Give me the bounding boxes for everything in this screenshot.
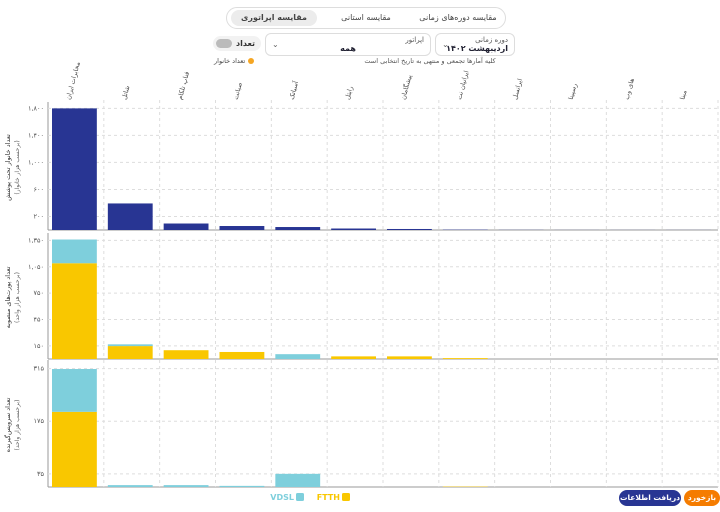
bar-segment [387,356,432,359]
y-axis-title: تعداد پورت‌های منصوبه [4,266,12,328]
y-tick-label: ۱,۴۰۰ [28,131,44,139]
category-label: ایرانیان نت [455,69,470,100]
legend-label: FTTH [317,493,340,502]
legend-label: VDSL [270,493,294,502]
bar-segment [52,263,97,359]
y-tick-label: ۱۵۰ [34,342,44,350]
bar [107,203,153,230]
y-axis-title: تعداد سرویس‌گیرنده [4,397,12,452]
bar-segment [219,351,265,359]
bar-segment [163,485,209,487]
legend-label: تعداد خانوار [214,57,246,65]
bar-segment [163,350,209,359]
category-label: مبنا [678,89,688,100]
y-tick-label: ۱,۸۰۰ [28,104,44,112]
feedback-button[interactable]: بازخورد [684,490,720,506]
bar-segment [107,344,153,347]
legend-dot [248,58,255,64]
toggle-label: تعداد [236,39,255,48]
chevron: ⌄ [442,40,449,49]
dropdown-label: اپراتور [405,36,424,44]
tab[interactable]: مقایسه استانی [323,10,409,26]
bar [331,228,376,230]
tab-label: مقایسه استانی [341,13,391,22]
category-label: آسیاتک [287,79,301,101]
category-label: فناپ تلکام [176,71,191,101]
y-tick-label: ۱,۳۵۰ [28,236,44,244]
button-label: بازخورد [687,493,717,502]
y-axis-unit: (برحسب هزار خانوار) [14,140,21,194]
bar [275,227,321,230]
category-label: رسپینا [567,83,579,101]
bar-segment [52,411,97,487]
y-tick-label: ۱,۰۰۰ [28,158,44,166]
chevron: ⌄ [272,40,279,49]
y-axis-title: تعداد خانوار تحت پوشش [4,134,12,201]
y-tick-label: ۶۰۰ [34,185,44,193]
y-axis-unit: (برحسب هزار واحد) [14,400,21,451]
household-legend: تعداد خانوار [214,57,255,65]
bar [219,226,265,230]
bar-segment [107,485,153,487]
y-tick-label: ۱۷۵ [34,417,45,425]
tab-label: مقایسه اپراتوری [241,13,307,22]
y-tick-label: ۳۵ [37,470,44,478]
y-tick-label: ۳۱۵ [34,365,45,373]
dropdown-value: همه [340,44,356,53]
dropdown-label: دوره زمانی [475,36,508,44]
bar [387,228,432,230]
note: کلیه آمارها تجمعی و منتهی به تاریخ انتخا… [364,57,496,65]
category-label: ایرانسل [511,77,524,100]
legend-swatch [342,493,350,501]
tab[interactable]: مقایسه اپراتوری [231,10,317,26]
category-label: پیشگامان [399,74,413,101]
category-label: های وب [623,77,637,101]
button-label: دریافت اطلاعات [619,493,681,502]
tab-group: مقایسه اپراتوری مقایسه استانی مقایسه دور… [226,7,506,29]
bar-segment [107,346,153,359]
category-label: شاتل [120,85,131,101]
category-label: صبانت [232,81,244,101]
toggle-knob [216,39,232,48]
tab-label: مقایسه دوره‌های زمانی [419,13,497,22]
period-dropdown[interactable]: دوره زمانی اردیبهشت ۱۴۰۲ ⌄ [435,33,515,56]
category-label: مخابرات ایران [64,61,82,101]
bar-segment [275,473,321,487]
bar [163,223,209,230]
y-axis-unit: (برحسب هزار واحد) [14,272,21,323]
bar [52,108,97,230]
bar-segment [52,239,97,264]
count-toggle[interactable]: تعداد [213,36,261,51]
y-tick-label: ۱,۰۵۰ [28,263,44,271]
y-tick-label: ۴۵۰ [34,315,44,323]
bar-segment [52,369,97,412]
y-tick-label: ۲۰۰ [34,212,44,220]
bar-segment [442,358,488,359]
tab[interactable]: مقایسه دوره‌های زمانی [413,10,503,26]
bar-segment [331,356,376,359]
bar-segment [275,354,321,359]
operator-dropdown[interactable]: اپراتور همه ⌄ [265,33,431,56]
legend-swatch [296,493,304,501]
y-tick-label: ۷۵۰ [34,289,44,297]
dropdown-value: اردیبهشت ۱۴۰۲ [446,44,508,53]
category-label: رایتل [343,85,354,100]
download-button[interactable]: دریافت اطلاعات [619,490,681,506]
bar-segment [219,485,265,487]
